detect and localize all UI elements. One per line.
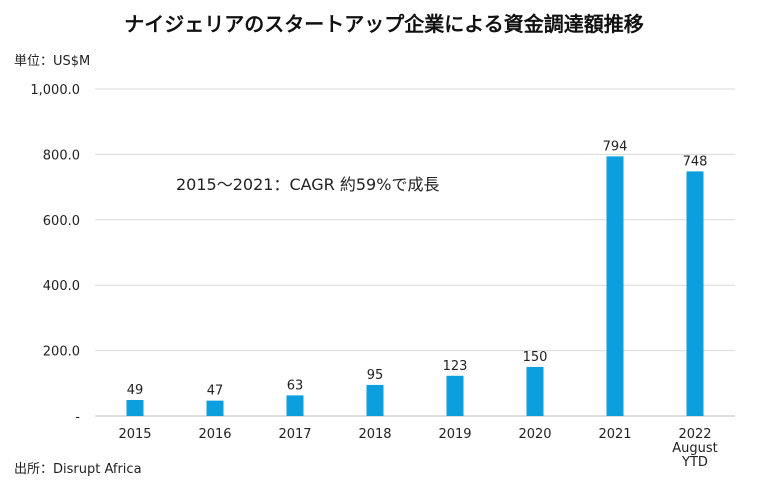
bar-2018 [366, 384, 384, 416]
x-tick-label-2018: 2018 [358, 427, 391, 442]
source-label: 出所：Disrupt Africa [14, 462, 142, 477]
data-label-2015: 49 [127, 383, 144, 398]
y-tick-label: 200.0 [43, 345, 80, 360]
x-tick-label-2019: 2019 [438, 427, 471, 442]
x-tick-label-2021: 2021 [598, 427, 631, 442]
bars [126, 156, 704, 416]
bar-2022 [686, 171, 704, 416]
unit-label: 単位：US$M [14, 54, 91, 69]
bar-2015 [126, 399, 144, 416]
x-tick-label-2020: 2020 [518, 427, 551, 442]
y-tick-label: 600.0 [43, 214, 80, 229]
bar-2021 [606, 156, 624, 416]
bar-2017 [286, 395, 304, 416]
y-tick-label: 1,000.0 [30, 83, 80, 98]
x-tick-label-2017: 2017 [278, 427, 311, 442]
bar-2019 [446, 375, 464, 416]
data-label-2017: 63 [287, 378, 304, 393]
x-tick-label-2015: 2015 [118, 427, 151, 442]
y-tick-label: - [75, 410, 80, 425]
data-label-2016: 47 [207, 384, 224, 399]
y-tick-label: 400.0 [43, 279, 80, 294]
chart-title: ナイジェリアのスタートアップ企業による資金調達額推移 [124, 12, 644, 36]
data-label-2021: 794 [603, 139, 628, 154]
bar-2016 [206, 400, 224, 416]
cagr-annotation: 2015～2021：CAGR 約59%で成長 [176, 175, 439, 194]
grid-lines [95, 88, 735, 417]
data-label-2019: 123 [443, 359, 468, 374]
y-tick-label: 800.0 [43, 148, 80, 163]
bar-2020 [526, 366, 544, 416]
y-axis-ticks: - 200.0 400.0 600.0 800.0 1,000.0 [30, 83, 80, 425]
data-label-2018: 95 [367, 368, 384, 383]
data-labels: 49 47 63 95 123 150 794 748 [127, 139, 708, 398]
x-tick-label-2022: 2022 August YTD [672, 427, 718, 470]
x-tick-label-2016: 2016 [198, 427, 231, 442]
data-label-2022: 748 [683, 154, 708, 169]
x-axis-ticks: 2015 2016 2017 2018 2019 2020 2021 2022 August YT… [118, 427, 717, 470]
data-label-2020: 150 [523, 350, 548, 365]
